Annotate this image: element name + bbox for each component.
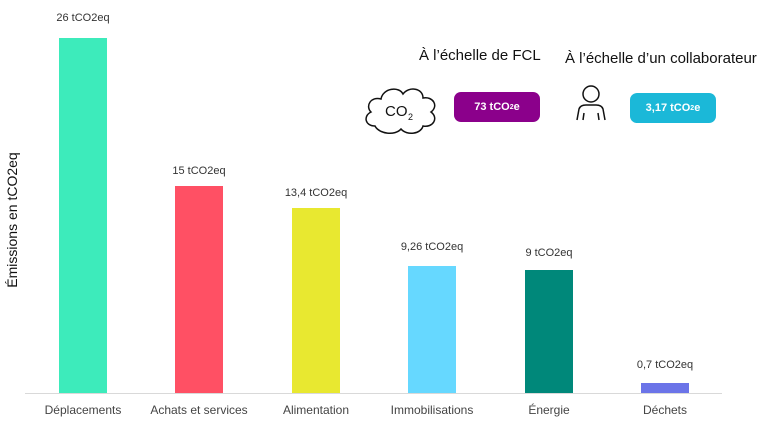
data-label: 0,7 tCO2eq (636, 359, 694, 371)
fcl-total-badge: 73 tCO 2 e (454, 92, 540, 122)
x-axis-line (25, 393, 722, 394)
svg-text:CO: CO (385, 103, 408, 120)
x-tick-label: Énergie (528, 403, 570, 417)
y-axis-label: Émissions en tCO2eq (4, 152, 20, 288)
x-tick-label: Alimentation (282, 403, 350, 417)
bar-alimentation (292, 208, 340, 393)
data-label: 15 tCO2eq (172, 165, 226, 177)
bar-dechets (641, 383, 689, 393)
data-label: 26 tCO2eq (56, 12, 110, 24)
x-tick-label: Déplacements (44, 403, 122, 417)
collaborator-summary-title: À l’échelle d’un collaborateur (565, 50, 757, 67)
bar-energie (525, 270, 573, 393)
bar-immobilisations (408, 266, 456, 393)
x-tick-label: Déchets (642, 403, 688, 417)
collaborator-total-badge: 3,17 tCO 2 e (630, 93, 716, 123)
cloud-co2-icon: CO 2 (365, 88, 436, 134)
data-label: 13,4 tCO2eq (284, 187, 348, 199)
fcl-summary-title: À l’échelle de FCL (419, 47, 541, 64)
svg-text:2: 2 (408, 112, 413, 122)
bar-deplacements (59, 38, 107, 393)
bar-achats-et-services (175, 186, 223, 393)
data-label: 9 tCO2eq (525, 247, 573, 259)
data-label: 9,26 tCO2eq (400, 241, 464, 253)
person-icon (576, 85, 606, 121)
x-tick-label: Achats et services (150, 403, 248, 417)
x-tick-label: Immobilisations (390, 403, 474, 417)
